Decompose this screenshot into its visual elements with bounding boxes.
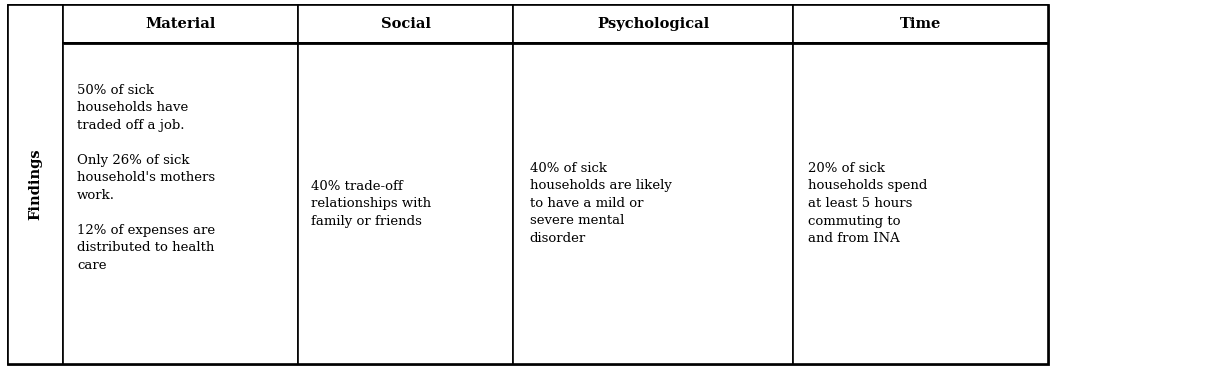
Bar — [298, 43, 513, 364]
Bar — [9, 5, 63, 364]
Text: Time: Time — [900, 17, 941, 31]
Bar — [9, 5, 1048, 364]
Bar — [513, 5, 793, 43]
Bar — [513, 43, 793, 364]
Bar — [298, 5, 513, 43]
Text: 40% trade-off
relationships with
family or friends: 40% trade-off relationships with family … — [311, 179, 430, 228]
Text: Findings: Findings — [28, 149, 43, 220]
Text: Social: Social — [381, 17, 430, 31]
Bar — [793, 43, 1048, 364]
Text: 20% of sick
households spend
at least 5 hours
commuting to
and from INA: 20% of sick households spend at least 5 … — [809, 162, 928, 245]
Text: Material: Material — [146, 17, 215, 31]
Text: 50% of sick
households have
traded off a job.

Only 26% of sick
household's moth: 50% of sick households have traded off a… — [77, 84, 215, 272]
Bar — [793, 5, 1048, 43]
Bar — [63, 5, 298, 43]
Text: 40% of sick
households are likely
to have a mild or
severe mental
disorder: 40% of sick households are likely to hav… — [530, 162, 671, 245]
Bar — [63, 43, 298, 364]
Text: Psychological: Psychological — [597, 17, 709, 31]
